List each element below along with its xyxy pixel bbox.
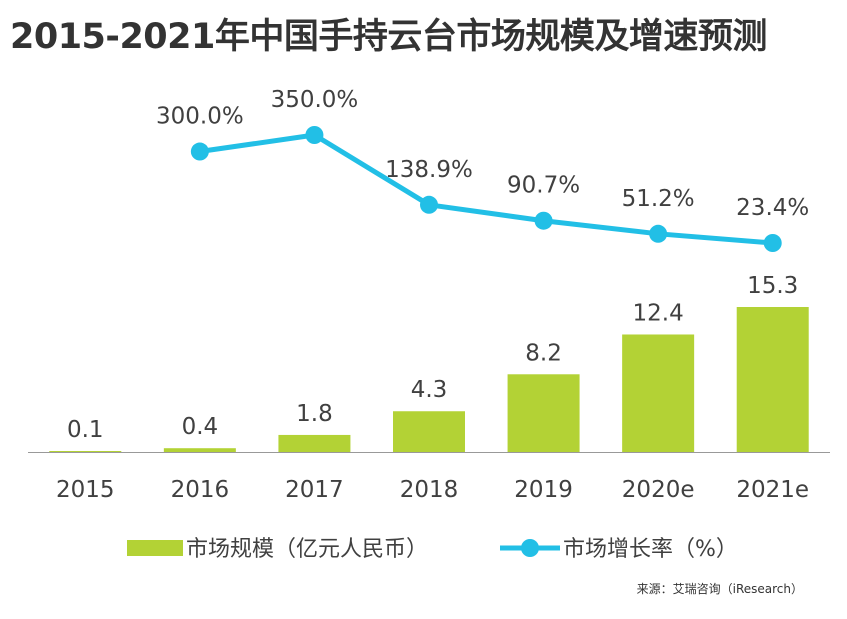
legend-bar-label: 市场规模（亿元人民币） xyxy=(186,537,428,562)
bar-value-label: 12.4 xyxy=(633,300,684,326)
bar-2021e xyxy=(736,307,809,452)
x-tick-label: 2017 xyxy=(285,477,344,503)
growth-point-2016 xyxy=(190,142,209,161)
bar-2018 xyxy=(393,411,465,452)
bar-2015 xyxy=(49,451,122,452)
x-tick-label: 2018 xyxy=(400,477,459,503)
growth-point-2021e xyxy=(763,234,782,252)
x-tick-label: 2015 xyxy=(56,477,115,503)
x-tick-label: 2016 xyxy=(171,477,230,503)
legend-bar-swatch xyxy=(127,540,183,556)
growth-value-label: 90.7% xyxy=(507,173,580,199)
bar-2020e xyxy=(622,334,695,452)
bar-value-label: 15.3 xyxy=(747,273,798,299)
growth-value-label: 300.0% xyxy=(156,104,244,130)
bar-value-label: 1.8 xyxy=(296,401,333,427)
bar-value-label: 0.4 xyxy=(182,414,219,440)
growth-value-label: 23.4% xyxy=(736,195,809,221)
growth-point-2019 xyxy=(534,211,553,230)
x-tick-label: 2021e xyxy=(736,477,809,503)
source-note: 来源：艾瑞咨询（iResearch） xyxy=(636,582,803,596)
growth-point-2020e xyxy=(649,224,668,243)
bar-value-label: 8.2 xyxy=(525,340,562,366)
bar-value-label: 4.3 xyxy=(411,377,448,403)
growth-value-label: 51.2% xyxy=(622,186,695,212)
legend-line-label: 市场增长率（%） xyxy=(563,537,738,562)
chart-title: 2015-2021年中国手持云台市场规模及增速预测 xyxy=(10,17,767,57)
x-tick-label: 2019 xyxy=(514,477,573,503)
x-tick-label: 2020e xyxy=(622,477,695,503)
growth-point-2017 xyxy=(305,126,324,144)
legend-line-marker xyxy=(521,539,539,557)
bar-2016 xyxy=(163,448,236,452)
growth-value-label: 138.9% xyxy=(385,157,473,183)
bar-2017 xyxy=(278,434,351,452)
growth-point-2018 xyxy=(420,195,438,214)
bar-value-label: 0.1 xyxy=(67,417,104,443)
bar-2019 xyxy=(507,374,580,452)
growth-line xyxy=(197,132,776,246)
growth-value-label: 350.0% xyxy=(271,87,359,113)
